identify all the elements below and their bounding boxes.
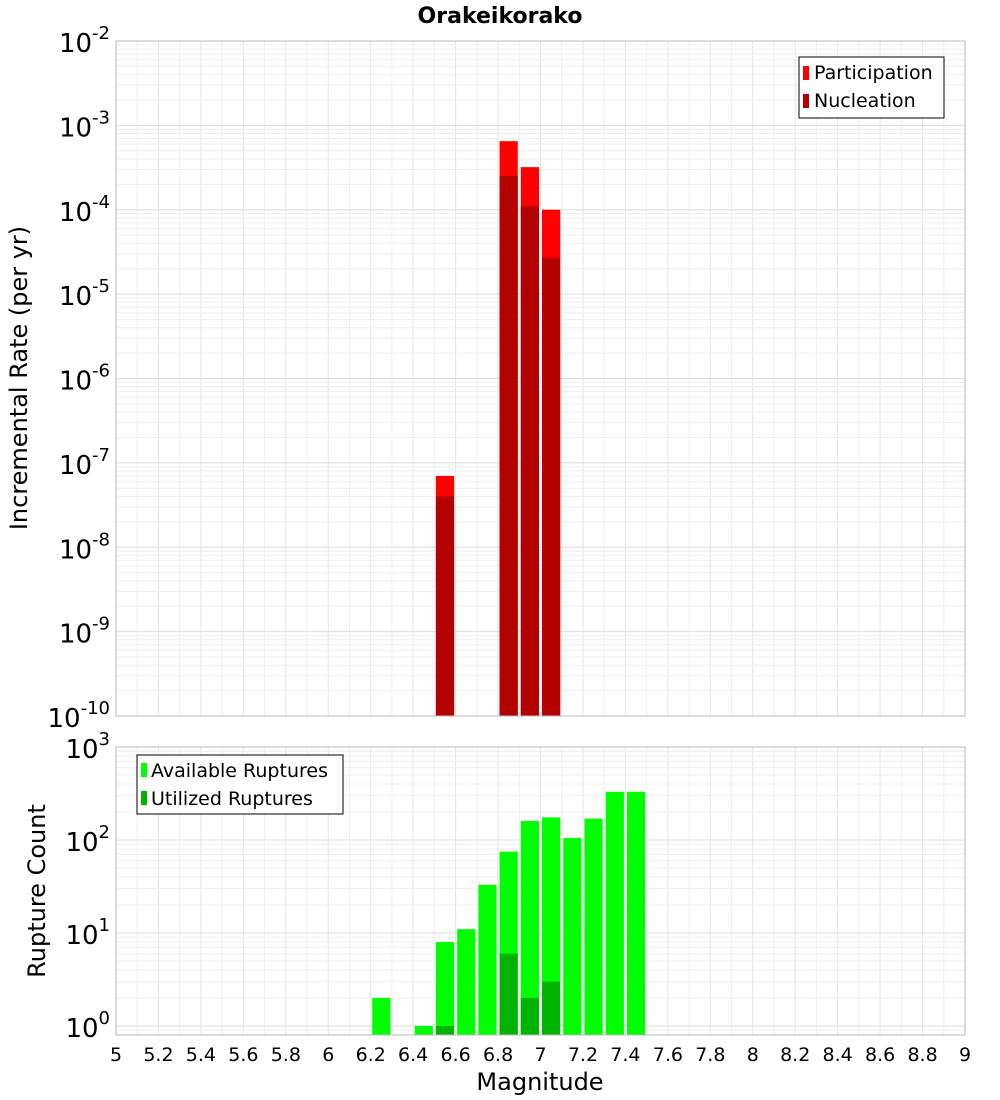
- x-tick-label: 8.6: [865, 1044, 895, 1066]
- rate-plot-frame: [115, 40, 966, 717]
- rate-bars: [435, 141, 561, 717]
- rate-y-tick-label: 10-4: [59, 192, 110, 228]
- rate-y-tick-label: 10-3: [59, 107, 110, 143]
- count-panel: 100 101 102 103 Rupture Count Available Rup…: [23, 729, 966, 1044]
- legend-label-utilized: Utilized Ruptures: [151, 788, 313, 810]
- x-tick-label: 6.2: [356, 1044, 386, 1066]
- count-bar-utilized-ruptures: [520, 997, 539, 1035]
- count-y-label: Rupture Count: [23, 804, 51, 978]
- count-y-tick-label: 101: [65, 915, 110, 951]
- x-tick-label: 5.4: [186, 1044, 216, 1066]
- legend-swatch-participation: [803, 66, 809, 80]
- rate-y-tick-label: 10-7: [59, 445, 110, 481]
- legend-swatch-available: [141, 763, 147, 777]
- x-tick-label: 8.8: [907, 1044, 937, 1066]
- count-bar-available-ruptures: [478, 884, 497, 1035]
- count-legend: Available Ruptures Utilized Ruptures: [136, 754, 344, 815]
- rate-y-tick-label: 10-10: [48, 698, 111, 734]
- x-tick-label: 6.8: [483, 1044, 513, 1066]
- count-y-ticks: 100 101 102 103: [65, 729, 110, 1044]
- x-tick-label: 5.6: [228, 1044, 258, 1066]
- count-y-tick-label: 103: [65, 729, 110, 765]
- x-tick-label: 5.8: [271, 1044, 301, 1066]
- rate-bar-nucleation: [520, 206, 539, 716]
- rate-legend: Participation Nucleation: [798, 56, 945, 119]
- x-tick-label: 6.6: [440, 1044, 470, 1066]
- x-tick-label: 8.4: [823, 1044, 853, 1066]
- rate-y-tick-label: 10-2: [59, 23, 110, 59]
- count-bars: [372, 791, 646, 1035]
- x-axis-label: Magnitude: [476, 1068, 603, 1096]
- x-tick-label: 7.6: [653, 1044, 683, 1066]
- rate-grid: [115, 40, 966, 717]
- rate-legend-box: [798, 56, 945, 119]
- count-bar-available-ruptures: [584, 818, 603, 1035]
- legend-label-available: Available Ruptures: [151, 760, 328, 782]
- x-tick-label: 7.2: [568, 1044, 598, 1066]
- x-tick-label: 6.4: [398, 1044, 428, 1066]
- x-tick-label: 8.2: [780, 1044, 810, 1066]
- count-y-tick-label: 100: [65, 1008, 110, 1044]
- count-bar-available-ruptures: [626, 791, 646, 1035]
- rate-y-ticks: 10-10 10-9 10-8 10-7 10-6 10-5 10-4 10-3 10-2: [48, 23, 111, 734]
- legend-label-participation: Participation: [814, 62, 933, 84]
- x-tick-label: 7.8: [695, 1044, 725, 1066]
- rate-y-tick-label: 10-5: [59, 276, 110, 312]
- rate-panel: 10-10 10-9 10-8 10-7 10-6 10-5 10-4 10-3 10-2 In…: [5, 23, 966, 734]
- count-bar-available-ruptures: [563, 838, 582, 1035]
- rate-y-label: Incremental Rate (per yr): [5, 226, 33, 530]
- rate-y-tick-label: 10-9: [59, 614, 110, 650]
- x-tick-label: 9: [959, 1044, 971, 1066]
- x-tick-label: 7: [534, 1044, 546, 1066]
- count-legend-box: [136, 754, 344, 815]
- rate-y-tick-label: 10-8: [59, 529, 110, 565]
- count-bar-utilized-ruptures: [499, 953, 518, 1035]
- count-bar-available-ruptures: [457, 929, 476, 1035]
- count-plot-frame: [115, 746, 966, 1036]
- x-axis-ticks: 5 5.2 5.4 5.6 5.8 6 6.2 6.4 6.6 6.8 7 7.2 7.4 7.6 7.8 8…: [110, 1044, 971, 1066]
- x-tick-label: 5: [110, 1044, 122, 1066]
- legend-label-nucleation: Nucleation: [814, 90, 916, 112]
- x-tick-label: 5.2: [143, 1044, 173, 1066]
- x-tick-label: 8: [747, 1044, 759, 1066]
- count-bar-available-ruptures: [414, 1025, 433, 1035]
- legend-swatch-nucleation: [803, 94, 809, 108]
- count-bar-available-ruptures: [605, 791, 624, 1035]
- count-bar-available-ruptures: [542, 817, 561, 1035]
- count-bar-available-ruptures: [520, 821, 539, 1035]
- count-bar-utilized-ruptures: [542, 981, 561, 1035]
- count-bar-utilized-ruptures: [435, 1025, 455, 1035]
- rate-bar-nucleation: [435, 496, 455, 716]
- rate-bar-nucleation: [542, 257, 561, 716]
- chart-title: Orakeikorako: [418, 4, 583, 29]
- count-bar-available-ruptures: [435, 942, 455, 1035]
- count-bar-available-ruptures: [372, 997, 391, 1035]
- count-y-tick-label: 102: [65, 822, 110, 858]
- x-tick-label: 6: [322, 1044, 334, 1066]
- rate-bar-nucleation: [499, 176, 518, 716]
- legend-swatch-utilized: [141, 791, 147, 805]
- rate-y-tick-label: 10-6: [59, 361, 110, 397]
- x-tick-label: 7.4: [610, 1044, 640, 1066]
